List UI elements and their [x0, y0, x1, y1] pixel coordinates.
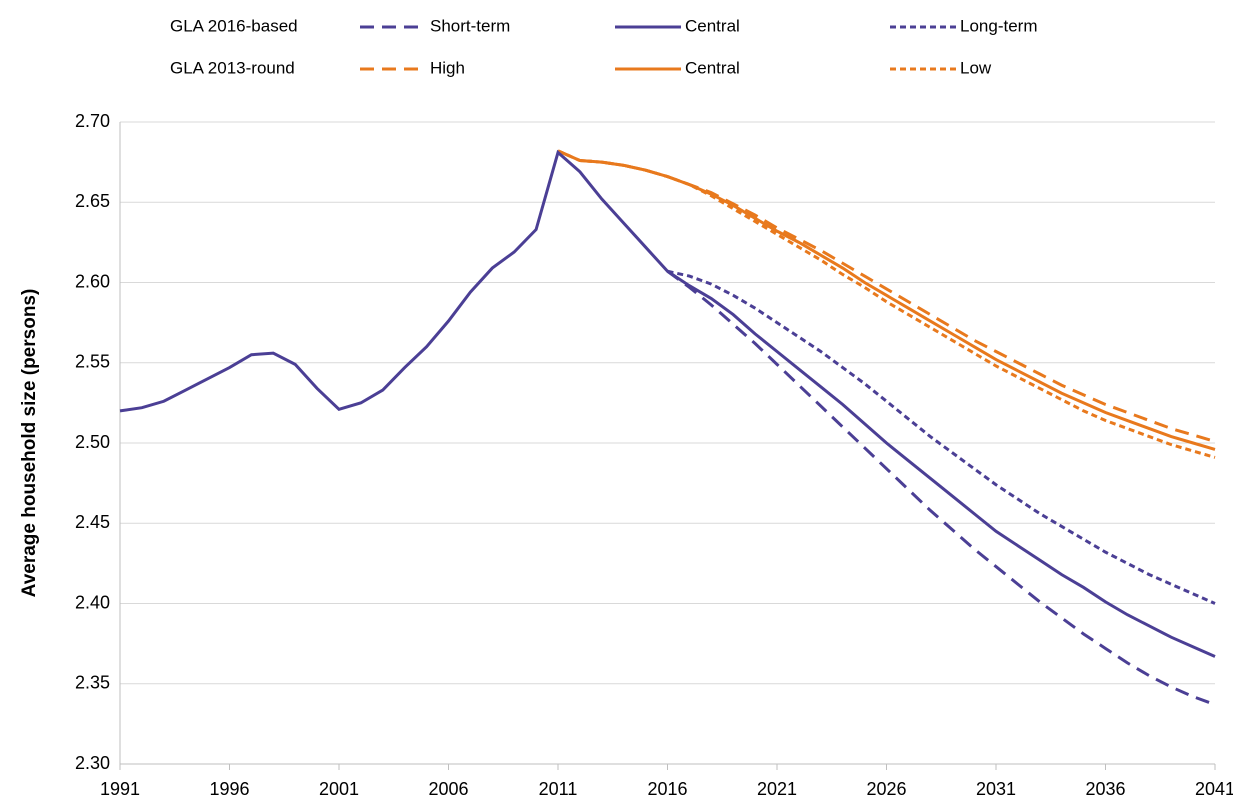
- y-tick-label: 2.45: [75, 512, 110, 532]
- x-tick-label: 2021: [757, 779, 797, 799]
- legend-label: High: [430, 58, 465, 77]
- y-tick-label: 2.55: [75, 352, 110, 372]
- y-tick-label: 2.65: [75, 191, 110, 211]
- x-tick-label: 2006: [428, 779, 468, 799]
- series-line: [119, 149, 1216, 658]
- legend-label: Short-term: [430, 16, 510, 35]
- legend-label: Central: [685, 16, 740, 35]
- legend-label: Long-term: [960, 16, 1037, 35]
- y-axis-label: Average household size (persons): [19, 289, 40, 598]
- series-line: [667, 269, 1216, 605]
- y-tick-label: 2.40: [75, 592, 110, 612]
- y-tick-label: 2.50: [75, 432, 110, 452]
- x-tick-label: 1996: [209, 779, 249, 799]
- x-tick-label: 2031: [976, 779, 1016, 799]
- x-tick-label: 2011: [539, 779, 578, 799]
- legend-label: Low: [960, 58, 992, 77]
- x-tick-label: 2026: [866, 779, 906, 799]
- y-tick-label: 2.30: [75, 753, 110, 773]
- legend-group-label: GLA 2016-based: [170, 16, 298, 35]
- legend-label: Central: [685, 58, 740, 77]
- y-tick-label: 2.60: [75, 271, 110, 291]
- x-tick-label: 2001: [319, 779, 359, 799]
- x-tick-label: 2041: [1195, 779, 1233, 799]
- y-tick-label: 2.35: [75, 673, 110, 693]
- x-tick-label: 2036: [1085, 779, 1125, 799]
- x-tick-label: 2016: [647, 779, 687, 799]
- x-tick-label: 1991: [100, 779, 140, 799]
- y-tick-label: 2.70: [75, 111, 110, 131]
- legend-group-label: GLA 2013-round: [170, 58, 295, 77]
- series-line: [666, 270, 1216, 707]
- series-line: [557, 149, 1216, 459]
